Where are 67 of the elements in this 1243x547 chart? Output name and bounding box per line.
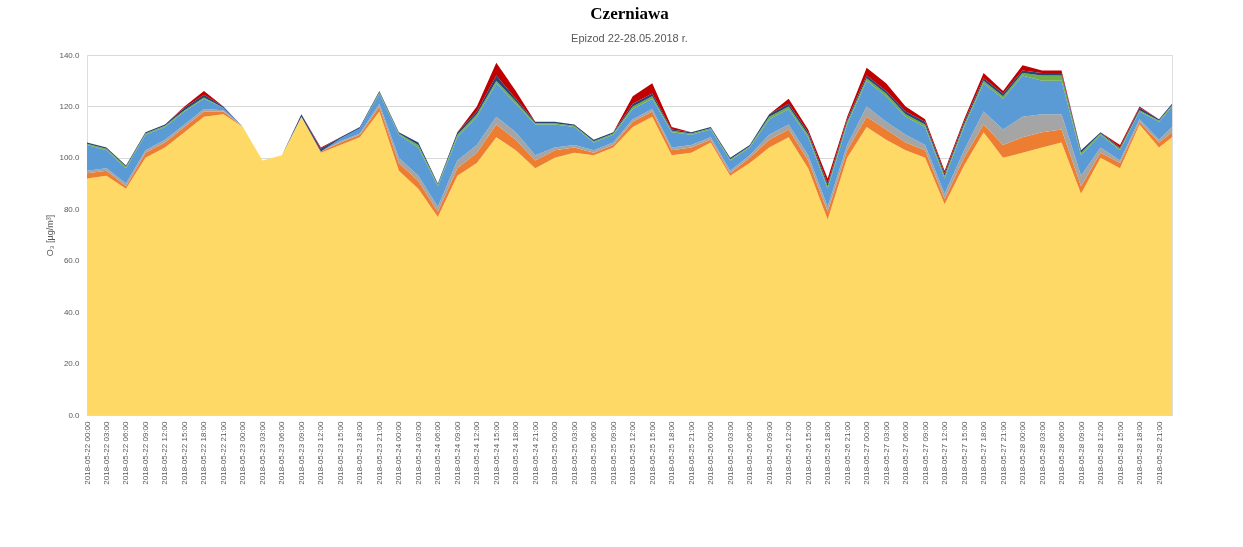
y-tick-label: 140.0 xyxy=(59,50,81,60)
chart-subtitle: Epizod 22-28.05.2018 r. xyxy=(571,32,688,44)
x-tick-label: 2018-05-27 12:00 xyxy=(940,420,950,485)
x-tick-label: 2018-05-25 15:00 xyxy=(647,420,657,485)
x-tick-label: 2018-05-26 03:00 xyxy=(725,420,735,485)
x-tick-label: 2018-05-27 00:00 xyxy=(862,420,872,485)
x-tick-label: 2018-05-25 06:00 xyxy=(589,420,599,485)
x-tick-label: 2018-05-27 21:00 xyxy=(998,420,1008,485)
x-tick-label: 2018-05-27 09:00 xyxy=(920,420,930,485)
x-tick-label: 2018-05-26 18:00 xyxy=(823,420,833,485)
y-tick-label: 100.0 xyxy=(59,153,81,163)
x-tick-label: 2018-05-26 12:00 xyxy=(784,420,794,485)
x-tick-label: 2018-05-28 00:00 xyxy=(1018,420,1028,485)
x-tick-label: 2018-05-28 06:00 xyxy=(1057,420,1067,485)
x-tick-label: 2018-05-26 09:00 xyxy=(764,420,774,485)
x-tick-label: 2018-05-23 18:00 xyxy=(355,420,365,485)
x-tick-label: 2018-05-23 06:00 xyxy=(277,420,287,485)
x-tick-label: 2018-05-25 21:00 xyxy=(686,420,696,485)
x-tick-label: 2018-05-22 18:00 xyxy=(199,420,209,485)
y-tick-label: 20.0 xyxy=(63,359,81,369)
x-tick-label: 2018-05-26 21:00 xyxy=(842,420,852,485)
x-tick-label: 2018-05-23 15:00 xyxy=(335,420,345,485)
x-tick-label: 2018-05-23 09:00 xyxy=(296,420,306,485)
x-tick-label: 2018-05-28 09:00 xyxy=(1076,420,1086,485)
x-tick-label: 2018-05-26 00:00 xyxy=(706,420,716,485)
x-tick-label: 2018-05-22 21:00 xyxy=(218,420,228,485)
x-tick-label: 2018-05-24 09:00 xyxy=(452,420,462,485)
x-tick-label: 2018-05-23 12:00 xyxy=(316,420,326,485)
x-tick-label: 2018-05-27 18:00 xyxy=(979,420,989,485)
x-tick-label: 2018-05-23 03:00 xyxy=(257,420,267,485)
x-tick-label: 2018-05-22 15:00 xyxy=(179,420,189,485)
x-tick-label: 2018-05-28 03:00 xyxy=(1037,420,1047,485)
chart-title: Czerniawa xyxy=(590,4,670,23)
x-tick-label: 2018-05-25 09:00 xyxy=(608,420,618,485)
x-tick-label: 2018-05-28 15:00 xyxy=(1115,420,1125,485)
x-tick-label: 2018-05-25 00:00 xyxy=(550,420,560,485)
x-tick-label: 2018-05-24 12:00 xyxy=(472,420,482,485)
x-tick-label: 2018-05-26 15:00 xyxy=(803,420,813,485)
x-tick-label: 2018-05-24 21:00 xyxy=(530,420,540,485)
x-tick-label: 2018-05-25 18:00 xyxy=(667,420,677,485)
x-tick-label: 2018-05-28 18:00 xyxy=(1135,420,1145,485)
y-tick-label: 120.0 xyxy=(59,101,81,111)
x-tick-label: 2018-05-28 12:00 xyxy=(1096,420,1106,485)
x-tick-label: 2018-05-27 03:00 xyxy=(881,420,891,485)
x-tick-label: 2018-05-22 00:00 xyxy=(82,420,92,485)
x-tick-label: 2018-05-25 03:00 xyxy=(569,420,579,485)
x-tick-label: 2018-05-24 18:00 xyxy=(511,420,521,485)
y-tick-label: 0.0 xyxy=(68,410,81,420)
x-tick-label: 2018-05-23 21:00 xyxy=(374,420,384,485)
x-tick-label: 2018-05-24 03:00 xyxy=(413,420,423,485)
y-tick-label: 60.0 xyxy=(63,256,81,266)
x-tick-label: 2018-05-24 06:00 xyxy=(433,420,443,485)
x-tick-label: 2018-05-22 06:00 xyxy=(121,420,131,485)
x-tick-label: 2018-05-26 06:00 xyxy=(745,420,755,485)
x-tick-label: 2018-05-24 00:00 xyxy=(394,420,404,485)
x-tick-label: 2018-05-27 06:00 xyxy=(901,420,911,485)
x-tick-label: 2018-05-25 12:00 xyxy=(628,420,638,485)
x-tick-label: 2018-05-22 12:00 xyxy=(160,420,170,485)
y-tick-label: 40.0 xyxy=(63,307,81,317)
x-tick-label: 2018-05-24 15:00 xyxy=(491,420,501,485)
x-tick-label: 2018-05-22 09:00 xyxy=(140,420,150,485)
x-tick-label: 2018-05-28 21:00 xyxy=(1154,420,1164,485)
x-tick-label: 2018-05-23 00:00 xyxy=(238,420,248,485)
x-tick-label: 2018-05-27 15:00 xyxy=(959,420,969,485)
x-tick-label: 2018-05-22 03:00 xyxy=(101,420,111,485)
y-tick-label: 80.0 xyxy=(63,204,81,214)
y-axis-title: O₃ [µg/m³] xyxy=(45,214,56,257)
